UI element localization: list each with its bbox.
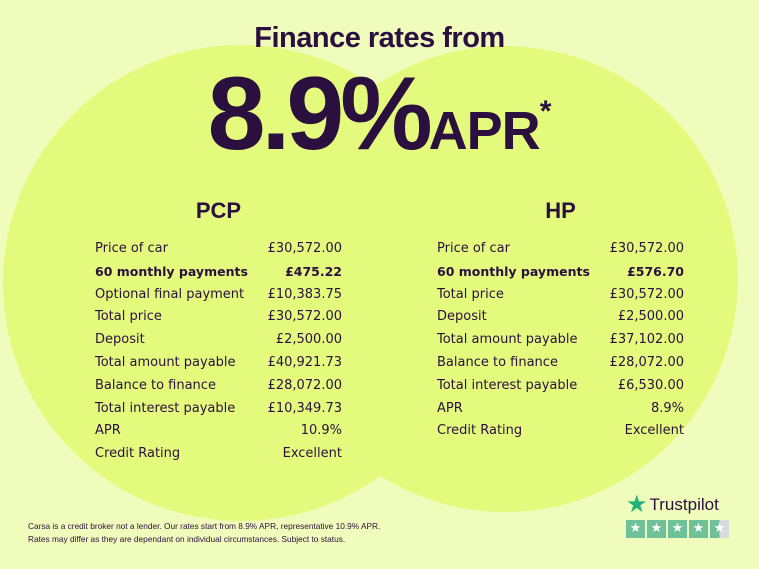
row-label: Credit Rating	[437, 423, 523, 439]
row-value: £10,349.73	[267, 400, 342, 416]
row-value: £40,921.73	[267, 354, 342, 370]
row-label: Deposit	[95, 332, 145, 348]
row-value: £37,102.00	[609, 332, 684, 348]
rating-star-icon: ★	[668, 520, 687, 538]
row-label: Optional final payment	[95, 286, 245, 302]
hp-table: HP Price of car £30,572.00 60 monthly paym…	[437, 198, 684, 443]
table-row: 60 monthly payments £576.70	[437, 261, 684, 284]
table-row: Balance to finance £28,072.00	[95, 375, 342, 398]
rate-asterisk: *	[539, 95, 552, 128]
table-row: Total price £30,572.00	[437, 284, 684, 307]
row-value: £30,572.00	[267, 309, 342, 325]
rating-star-icon: ★	[710, 520, 729, 538]
trustpilot-name: Trustpilot	[649, 495, 719, 514]
disclaimer-line-2: Rates may differ as they are dependant o…	[28, 534, 346, 544]
table-row: APR 8.9%	[437, 398, 684, 421]
row-value: £28,072.00	[267, 377, 342, 393]
row-value: £30,572.00	[267, 241, 342, 256]
trustpilot-logo: ★ Trustpilot	[626, 491, 730, 518]
table-row: Balance to finance £28,072.00	[437, 352, 684, 375]
row-value: £2,500.00	[275, 332, 342, 348]
table-row: Total amount payable £37,102.00	[437, 329, 684, 352]
row-label: Total price	[95, 309, 162, 325]
hp-title: HP	[545, 198, 576, 223]
disclaimer: Carsa is a credit broker not a lender. O…	[28, 520, 380, 546]
table-row: Total interest payable £6,530.00	[437, 375, 684, 398]
row-value: 8.9%	[650, 400, 684, 416]
row-value: £30,572.00	[609, 241, 684, 256]
rating-star-icon: ★	[647, 520, 666, 538]
rating-star-icon: ★	[626, 520, 645, 538]
table-row: Price of car £30,572.00	[437, 238, 684, 261]
row-label: Total amount payable	[95, 354, 236, 370]
row-value: £6,530.00	[617, 377, 684, 393]
rate-suffix: APR	[428, 101, 541, 161]
row-value: £28,072.00	[609, 354, 684, 370]
table-row: Price of car £30,572.00	[95, 238, 342, 261]
row-value: £576.70	[627, 263, 684, 279]
table-row: Total price £30,572.00	[95, 306, 342, 329]
row-label: 60 monthly payments	[95, 263, 248, 279]
star-icon: ★	[626, 491, 648, 518]
row-value: £30,572.00	[609, 286, 684, 302]
row-value: £10,383.75	[267, 286, 342, 302]
rate-value: 8.9%	[207, 56, 433, 172]
table-row: Deposit £2,500.00	[437, 306, 684, 329]
row-value: Excellent	[282, 446, 342, 462]
row-label: Credit Rating	[95, 446, 181, 462]
disclaimer-line-1: Carsa is a credit broker not a lender. O…	[28, 521, 381, 531]
row-label: Balance to finance	[95, 377, 216, 393]
rate-display: 8.9%APR*	[0, 62, 759, 166]
trustpilot-badge[interactable]: ★ Trustpilot ★ ★ ★ ★ ★	[626, 491, 730, 538]
row-label: 60 monthly payments	[437, 263, 590, 279]
headline: Finance rates from	[254, 22, 505, 54]
row-label: Total price	[437, 286, 504, 302]
row-label: APR	[437, 400, 463, 416]
table-row: Credit Rating Excellent	[95, 443, 342, 466]
table-row: Optional final payment £10,383.75	[95, 284, 342, 307]
row-label: Price of car	[437, 241, 510, 256]
rating-star-icon: ★	[689, 520, 708, 538]
table-row: Credit Rating Excellent	[437, 420, 684, 443]
row-label: Balance to finance	[437, 354, 558, 370]
row-label: Total amount payable	[437, 332, 578, 348]
pcp-table: PCP Price of car £30,572.00 60 monthly pay…	[95, 198, 342, 466]
row-value: £475.22	[285, 263, 342, 279]
table-row: Deposit £2,500.00	[95, 329, 342, 352]
background-circle-right	[272, 46, 738, 512]
row-label: Price of car	[95, 241, 168, 256]
row-label: Total interest payable	[95, 400, 236, 416]
table-row: Total interest payable £10,349.73	[95, 398, 342, 421]
pcp-title: PCP	[195, 198, 242, 223]
row-value: £2,500.00	[617, 309, 684, 325]
row-value: 10.9%	[300, 423, 342, 439]
table-row: Total amount payable £40,921.73	[95, 352, 342, 375]
row-label: Total interest payable	[437, 377, 578, 393]
table-row: APR 10.9%	[95, 420, 342, 443]
trustpilot-rating: ★ ★ ★ ★ ★	[626, 520, 730, 538]
row-label: APR	[95, 423, 121, 439]
row-value: Excellent	[624, 423, 684, 439]
row-label: Deposit	[437, 309, 487, 325]
table-row: 60 monthly payments £475.22	[95, 261, 342, 284]
